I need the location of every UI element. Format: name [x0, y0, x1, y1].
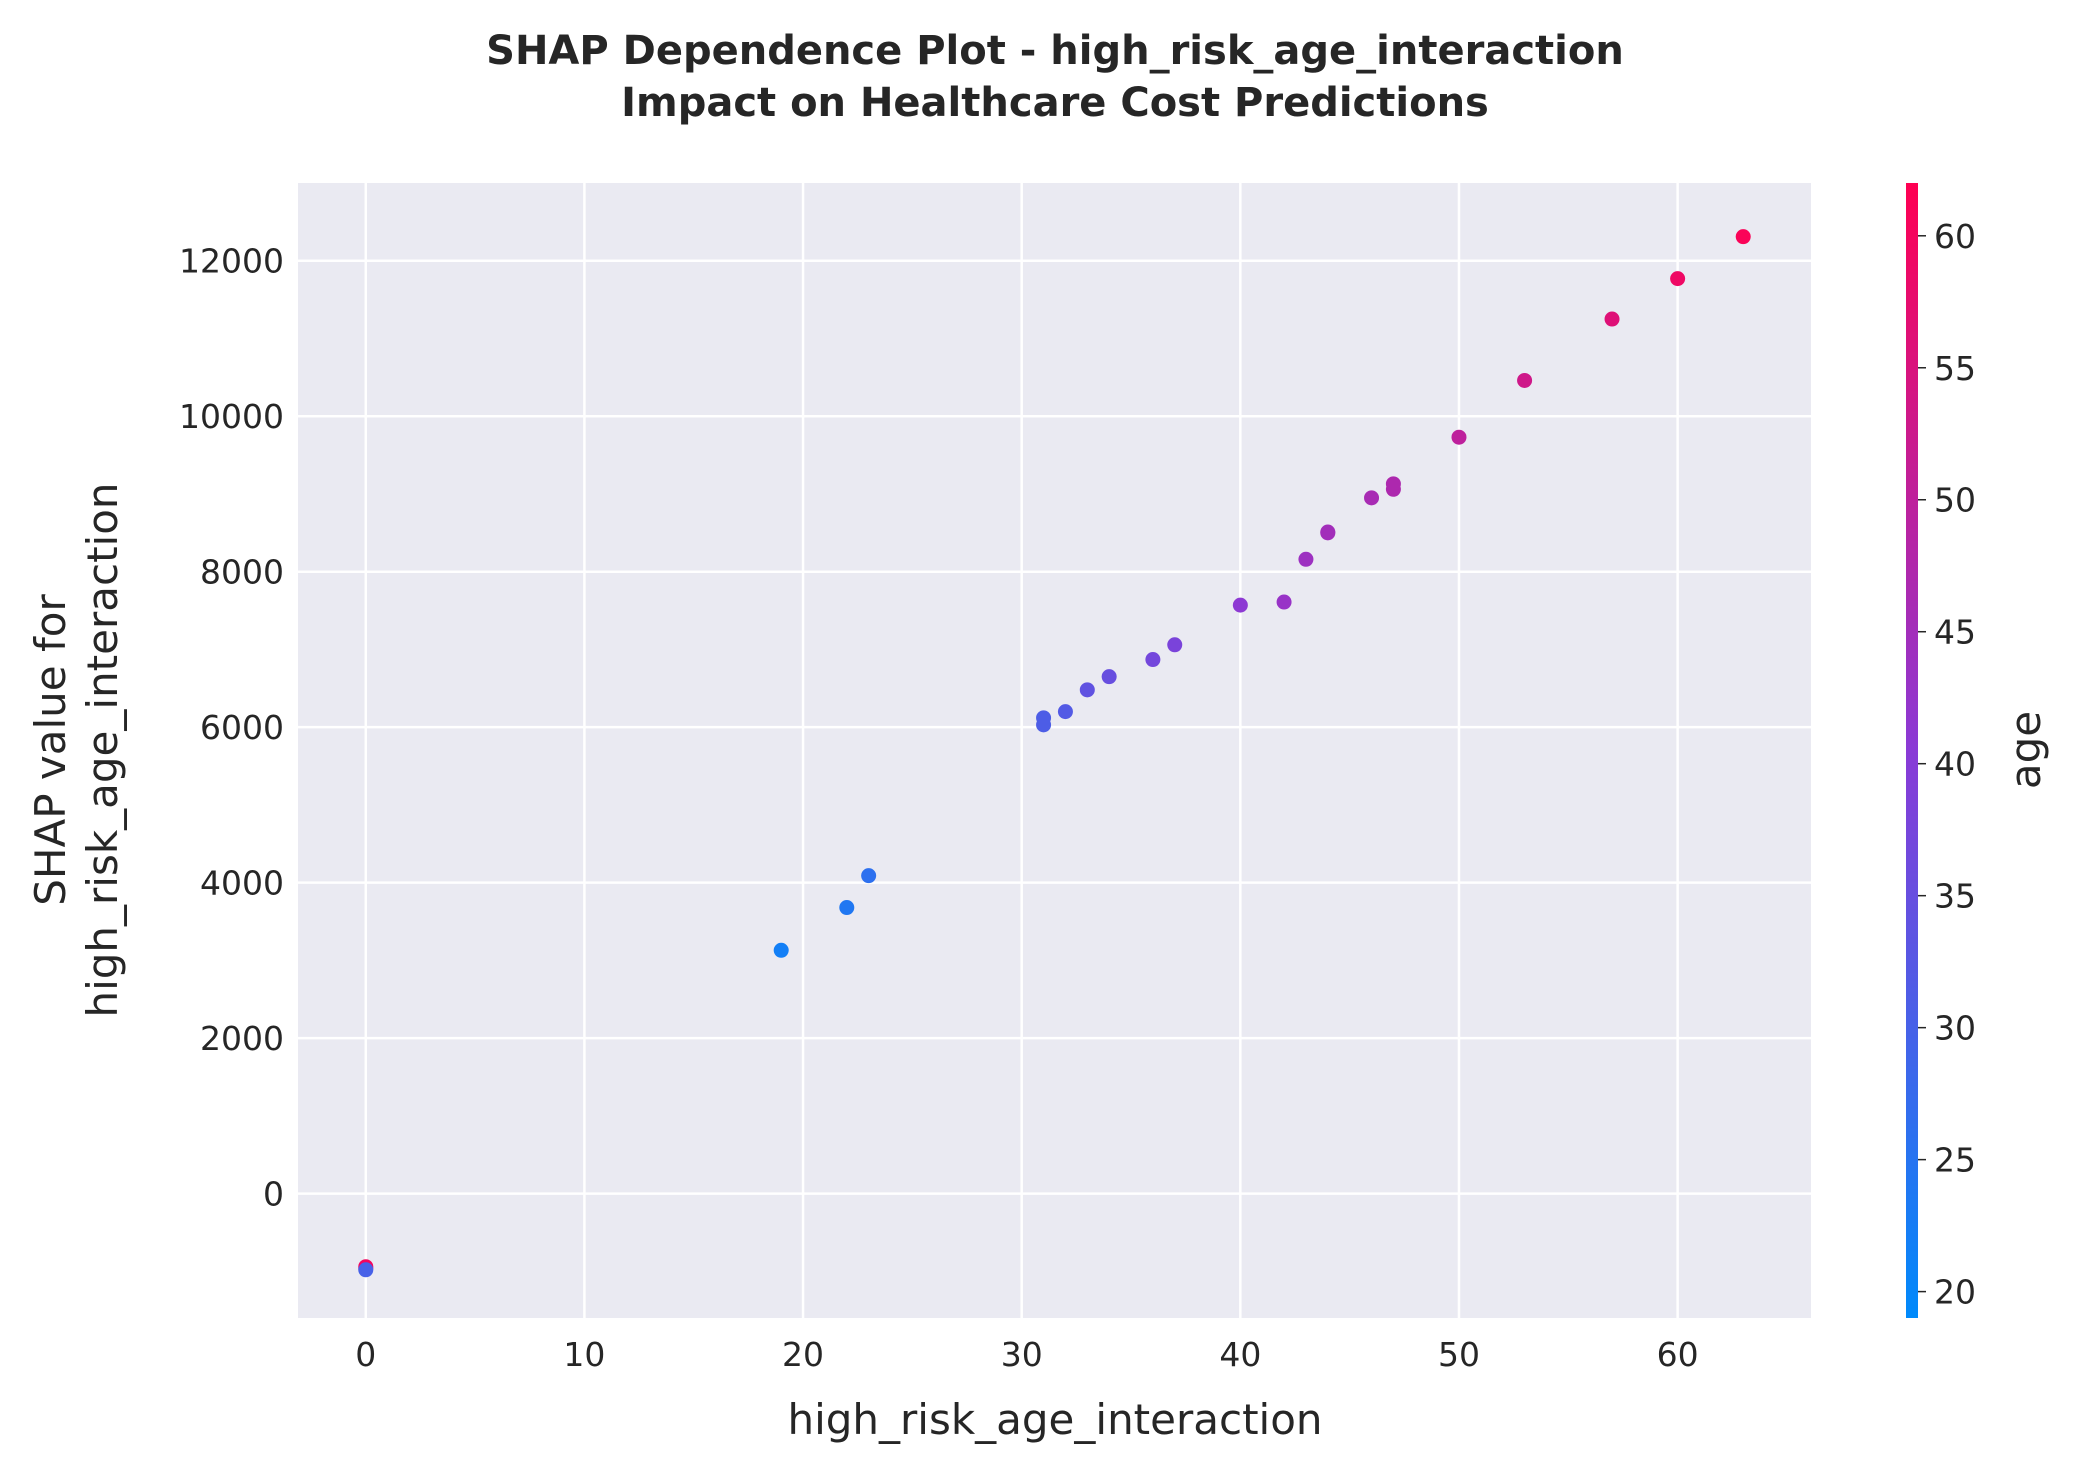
data-point: [1451, 429, 1467, 445]
y-tick-label: 12000: [179, 242, 284, 281]
y-axis-label-line-1: SHAP value for: [26, 594, 75, 906]
colorbar-tick-label: 40: [1934, 745, 1976, 784]
data-point: [1385, 476, 1401, 492]
colorbar-tick-label: 35: [1934, 877, 1976, 916]
colorbar-tick-label: 50: [1934, 481, 1976, 520]
x-tick-label: 40: [1219, 1335, 1261, 1374]
x-tick-label: 0: [355, 1335, 376, 1374]
data-point: [1517, 372, 1533, 388]
data-point: [1735, 229, 1751, 245]
data-point: [773, 942, 789, 958]
y-gridlines: [298, 259, 1811, 1195]
data-point: [1670, 271, 1686, 287]
data-point: [1604, 311, 1620, 327]
colorbar-tick-label: 20: [1934, 1273, 1976, 1312]
colorbar-tick-label: 30: [1934, 1009, 1976, 1048]
colorbar-label: age: [2001, 711, 2050, 789]
colorbar: [1906, 183, 1918, 1318]
chart-title-line-2: Impact on Healthcare Cost Predictions: [621, 80, 1489, 126]
data-point: [1036, 710, 1052, 726]
data-point: [1364, 490, 1380, 506]
y-tick-label: 10000: [179, 397, 284, 436]
data-point: [1079, 682, 1095, 698]
y-tick-label: 8000: [200, 553, 284, 592]
y-tick-label: 2000: [200, 1019, 284, 1058]
x-tick-label: 10: [563, 1335, 605, 1374]
y-axis-label-line-2: high_risk_age_interaction: [78, 482, 127, 1017]
y-tick-label: 6000: [200, 708, 284, 747]
plot-area: [298, 183, 1811, 1318]
y-tick-label: 0: [263, 1175, 284, 1214]
colorbar-tick-labels: 20 25 30 35 40 45 50 55 60: [1918, 217, 1976, 1312]
chart-title-line-1: SHAP Dependence Plot - high_risk_age_int…: [486, 28, 1624, 74]
data-point: [1101, 669, 1117, 685]
y-tick-labels: 0 2000 4000 6000 8000 10000 12000: [179, 242, 284, 1214]
data-point: [358, 1262, 374, 1278]
colorbar-tick-label: 55: [1934, 349, 1976, 388]
data-point: [1145, 652, 1161, 668]
data-point: [1276, 594, 1292, 610]
x-axis-label: high_risk_age_interaction: [787, 1395, 1322, 1444]
x-gridlines: [364, 183, 1679, 1318]
data-point: [1057, 704, 1073, 720]
data-point: [1232, 597, 1248, 613]
data-point: [1298, 551, 1314, 567]
x-tick-label: 50: [1438, 1335, 1480, 1374]
data-point: [1167, 637, 1183, 653]
x-tick-label: 30: [1001, 1335, 1043, 1374]
colorbar-tick-label: 45: [1934, 613, 1976, 652]
x-tick-label: 60: [1657, 1335, 1699, 1374]
colorbar-tick-label: 25: [1934, 1141, 1976, 1180]
colorbar-tick-label: 60: [1934, 217, 1976, 256]
data-point: [839, 900, 855, 916]
y-tick-label: 4000: [200, 864, 284, 903]
data-points: [358, 229, 1751, 1278]
data-point: [1320, 525, 1336, 541]
data-point: [861, 868, 877, 884]
x-tick-labels: 0 10 20 30 40 50 60: [355, 1335, 1698, 1374]
x-tick-label: 20: [782, 1335, 824, 1374]
